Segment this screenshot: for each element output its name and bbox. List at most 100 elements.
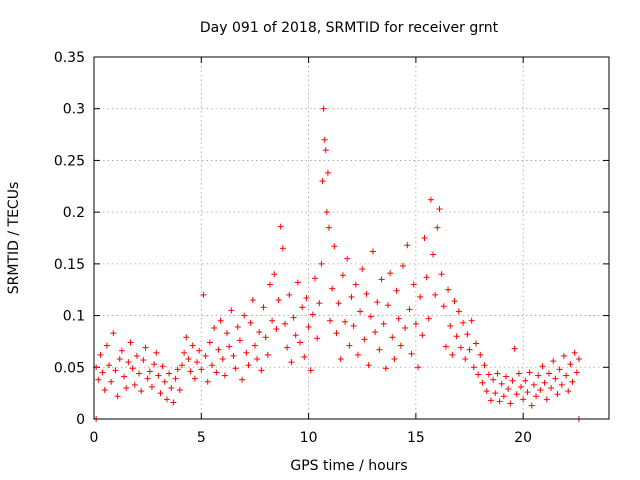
data-point bbox=[477, 351, 484, 358]
data-point bbox=[277, 223, 284, 230]
data-point bbox=[172, 375, 179, 382]
data-point bbox=[543, 396, 550, 403]
data-point bbox=[363, 290, 370, 297]
data-point bbox=[189, 342, 196, 349]
data-point bbox=[155, 372, 162, 379]
data-point bbox=[138, 388, 145, 395]
data-point bbox=[417, 293, 424, 300]
data-point bbox=[303, 294, 310, 301]
data-point bbox=[307, 367, 314, 374]
data-point bbox=[537, 387, 544, 394]
data-point bbox=[183, 334, 190, 341]
data-point bbox=[251, 342, 258, 349]
data-point bbox=[507, 400, 514, 407]
data-point bbox=[393, 287, 400, 294]
data-point bbox=[198, 366, 205, 373]
data-point bbox=[468, 317, 475, 324]
data-point bbox=[112, 367, 119, 374]
grid-lines bbox=[94, 57, 609, 419]
data-point bbox=[118, 347, 125, 354]
data-point bbox=[194, 359, 200, 366]
data-point bbox=[397, 342, 404, 349]
data-point bbox=[125, 359, 132, 366]
data-point bbox=[219, 356, 226, 363]
data-point bbox=[213, 369, 220, 376]
data-point bbox=[550, 358, 557, 365]
data-point bbox=[438, 271, 445, 278]
data-point bbox=[427, 196, 434, 203]
data-point bbox=[297, 339, 303, 346]
data-point bbox=[148, 383, 155, 390]
data-point bbox=[374, 299, 381, 306]
data-point bbox=[440, 303, 447, 310]
data-point bbox=[146, 368, 153, 375]
data-point bbox=[487, 397, 494, 404]
data-point bbox=[391, 356, 398, 363]
data-point bbox=[312, 275, 319, 282]
data-point bbox=[181, 349, 188, 356]
y-axis-label: SRMTID / TECUs bbox=[6, 182, 22, 295]
data-point bbox=[301, 353, 308, 360]
data-point bbox=[404, 242, 411, 249]
data-point bbox=[494, 370, 501, 377]
data-point bbox=[344, 255, 351, 262]
y-tick-label: 0.05 bbox=[54, 360, 85, 376]
data-point bbox=[275, 297, 282, 304]
data-point bbox=[144, 375, 151, 382]
data-point bbox=[325, 224, 332, 231]
data-point bbox=[505, 386, 512, 393]
data-point bbox=[161, 378, 168, 385]
data-point bbox=[209, 362, 216, 369]
data-points bbox=[93, 105, 582, 422]
data-point bbox=[348, 293, 355, 300]
data-point bbox=[359, 266, 366, 273]
data-point bbox=[269, 317, 276, 324]
data-point bbox=[309, 311, 316, 318]
data-point bbox=[528, 402, 535, 409]
data-point bbox=[284, 344, 291, 351]
data-point bbox=[472, 340, 479, 347]
data-point bbox=[247, 319, 254, 326]
data-point bbox=[421, 235, 428, 241]
data-point bbox=[153, 349, 160, 356]
data-point bbox=[475, 371, 482, 378]
data-point bbox=[319, 178, 326, 185]
data-point bbox=[266, 281, 273, 288]
data-point bbox=[419, 332, 426, 339]
data-point bbox=[99, 369, 106, 376]
data-point bbox=[174, 366, 181, 373]
data-point bbox=[151, 361, 158, 368]
data-point bbox=[226, 343, 233, 350]
data-point bbox=[294, 279, 301, 286]
data-point bbox=[410, 281, 417, 288]
data-point bbox=[447, 322, 454, 329]
data-point bbox=[423, 274, 430, 281]
y-tick-label: 0.1 bbox=[63, 309, 85, 325]
data-point bbox=[481, 362, 488, 369]
data-point bbox=[530, 381, 537, 388]
data-point bbox=[245, 362, 252, 369]
data-point bbox=[451, 298, 458, 305]
data-point bbox=[206, 339, 213, 346]
data-point bbox=[228, 307, 235, 314]
data-point bbox=[492, 390, 499, 397]
data-point bbox=[258, 367, 265, 374]
data-point bbox=[384, 302, 391, 309]
y-tick-label: 0.3 bbox=[63, 102, 85, 118]
data-point bbox=[103, 342, 110, 349]
data-point bbox=[545, 370, 552, 377]
data-point bbox=[187, 368, 194, 375]
x-tick-label: 10 bbox=[300, 430, 318, 446]
data-point bbox=[166, 370, 173, 377]
data-point bbox=[560, 352, 567, 359]
data-point bbox=[357, 308, 364, 315]
data-point bbox=[466, 346, 473, 353]
data-point bbox=[256, 329, 263, 336]
data-point bbox=[573, 369, 580, 376]
data-point bbox=[168, 384, 175, 391]
data-point bbox=[567, 361, 574, 368]
data-point bbox=[123, 384, 130, 391]
data-point bbox=[323, 209, 330, 216]
data-point bbox=[129, 365, 136, 372]
data-point bbox=[339, 272, 346, 279]
